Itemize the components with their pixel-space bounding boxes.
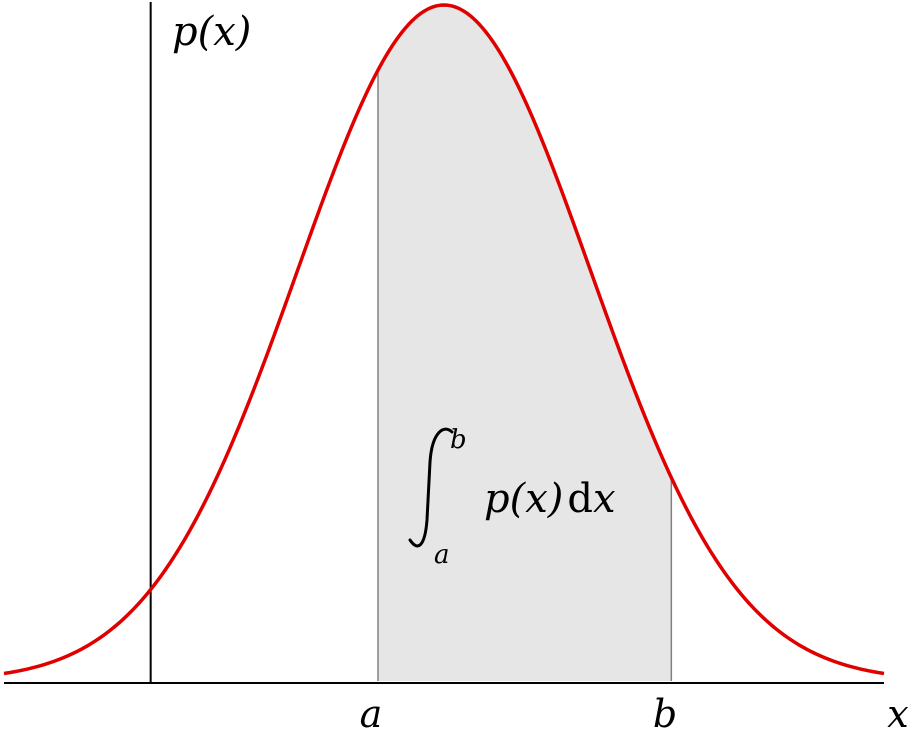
integral-annotation: b a p(x) dx — [408, 425, 616, 570]
integral-lower-limit: a — [434, 540, 450, 570]
tick-label-a: a — [360, 692, 383, 734]
y-axis-label: p(x) — [172, 9, 251, 55]
integral-sign — [408, 427, 454, 548]
tick-label-b: b — [653, 692, 677, 734]
differential-variable: x — [593, 476, 616, 522]
shaded-area — [378, 5, 672, 681]
differential-d: d — [567, 476, 593, 522]
integrand-function: p(x) — [484, 476, 563, 522]
x-axis-label: x — [887, 692, 908, 734]
integrand: p(x) dx — [484, 476, 616, 522]
integral-upper-limit: b — [450, 425, 467, 455]
density-curve — [3, 3, 885, 676]
